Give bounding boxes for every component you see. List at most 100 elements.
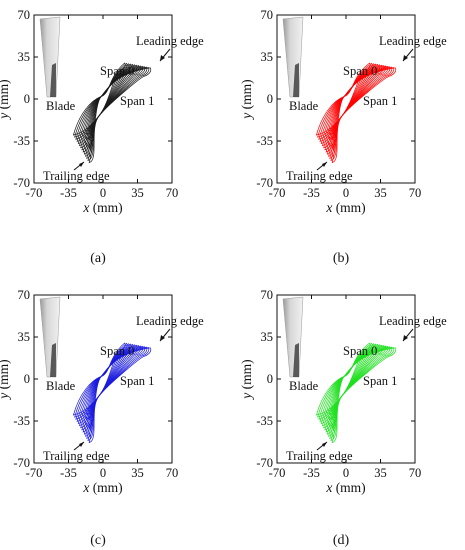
y-tick-label: 0 — [24, 92, 30, 106]
span0-label: Span 0 — [343, 344, 377, 358]
x-tick-label: -70 — [26, 466, 43, 480]
section-profile — [330, 67, 395, 161]
leading-edge-label: Leading edge — [136, 34, 204, 48]
blade-image — [39, 296, 61, 378]
blade-profiles — [72, 62, 152, 164]
blade-label: Blade — [289, 379, 319, 393]
x-tick-label: -70 — [26, 186, 43, 200]
blade-label: Blade — [289, 99, 319, 113]
span0-label: Span 0 — [100, 64, 134, 78]
x-tick-label: -35 — [303, 186, 320, 200]
blade-label: Blade — [46, 379, 76, 393]
leading-edge-arrowhead — [403, 55, 408, 61]
leading-edge-arrowhead — [403, 335, 408, 341]
trailing-edge-label: Trailing edge — [286, 449, 353, 463]
blade-inset — [39, 296, 61, 378]
panel-caption: (b) — [333, 251, 350, 266]
blade-shadow — [50, 63, 56, 97]
panel-d: -70 -35 0 35 70 70 35 0 -35 -70 x (mm) y (mm) Blade L… — [239, 288, 447, 548]
y-tick-label: 0 — [267, 92, 273, 106]
x-tick-label: 0 — [100, 466, 106, 480]
y-tick-label: -70 — [256, 176, 273, 190]
panel-caption: (c) — [90, 533, 106, 548]
x-tick-label: -35 — [60, 186, 77, 200]
blade-inset — [282, 296, 304, 378]
x-axis-label: x (mm) — [325, 480, 365, 495]
blade-label: Blade — [46, 99, 76, 113]
y-tick-label: 35 — [261, 50, 274, 64]
section-profile — [331, 347, 397, 444]
blade-shadow — [293, 63, 299, 97]
x-tick-label: 35 — [374, 466, 387, 480]
x-axis-label: x (mm) — [82, 200, 122, 215]
y-axis-label: y (mm) — [0, 79, 11, 120]
trailing-edge-arrowhead — [322, 442, 327, 447]
blade-inset — [39, 16, 61, 98]
trailing-edge-arrowhead — [79, 442, 84, 447]
leading-edge-arrowhead — [160, 335, 165, 341]
blade-inset — [282, 16, 304, 98]
x-tick-label: -70 — [269, 466, 286, 480]
x-axis-label: x (mm) — [325, 200, 365, 215]
leading-edge-label: Leading edge — [379, 34, 447, 48]
span1-label: Span 1 — [363, 374, 397, 388]
y-tick-label: -35 — [13, 134, 30, 148]
panel-caption: (a) — [90, 251, 106, 266]
y-axis-label: y (mm) — [239, 79, 254, 120]
span1-label: Span 1 — [120, 94, 154, 108]
span1-label: Span 1 — [120, 374, 154, 388]
trailing-edge-label: Trailing edge — [43, 169, 110, 183]
blade-profiles — [315, 342, 397, 444]
y-tick-label: 0 — [267, 372, 273, 386]
span1-label: Span 1 — [363, 94, 397, 108]
x-tick-label: 0 — [343, 186, 349, 200]
x-tick-label: 35 — [374, 186, 387, 200]
section-profile — [88, 67, 152, 164]
section-profile — [331, 67, 397, 164]
y-tick-label: 70 — [18, 288, 31, 302]
x-tick-label: -70 — [269, 186, 286, 200]
x-tick-label: 70 — [409, 186, 422, 200]
x-tick-label: 0 — [100, 186, 106, 200]
section-profile — [88, 347, 152, 444]
blade-profiles — [315, 62, 397, 164]
span0-label: Span 0 — [343, 64, 377, 78]
panel-b: -70 -35 0 35 70 70 35 0 -35 -70 x (mm) y (mm) Blade L… — [239, 8, 447, 266]
y-tick-label: -70 — [13, 176, 30, 190]
y-tick-label: 70 — [18, 8, 31, 22]
leading-edge-label: Leading edge — [379, 314, 447, 328]
blade-shadow — [293, 343, 299, 377]
x-tick-label: 70 — [409, 466, 422, 480]
x-tick-label: 70 — [166, 466, 179, 480]
y-tick-label: 70 — [261, 288, 274, 302]
x-tick-label: -35 — [303, 466, 320, 480]
trailing-edge-arrowhead — [79, 162, 84, 167]
y-tick-label: -70 — [13, 456, 30, 470]
y-tick-label: -70 — [256, 456, 273, 470]
y-tick-label: 35 — [18, 330, 31, 344]
x-tick-label: 35 — [131, 466, 144, 480]
y-tick-label: -35 — [256, 414, 273, 428]
x-tick-label: -35 — [60, 466, 77, 480]
panel-caption: (d) — [333, 533, 350, 548]
y-tick-label: 35 — [18, 50, 31, 64]
y-axis-label: y (mm) — [239, 359, 254, 400]
blade-profiles — [72, 342, 152, 444]
blade-shadow — [50, 343, 56, 377]
panel-a: -70 -35 0 35 70 70 35 0 -35 -70 x (mm) y (mm) Blade L… — [0, 8, 204, 266]
trailing-edge-label: Trailing edge — [43, 449, 110, 463]
y-tick-label: 0 — [24, 372, 30, 386]
trailing-edge-arrowhead — [322, 162, 327, 167]
x-axis-label: x (mm) — [82, 480, 122, 495]
span0-label: Span 0 — [100, 344, 134, 358]
blade-image — [282, 296, 304, 378]
y-tick-label: -35 — [256, 134, 273, 148]
x-tick-label: 0 — [343, 466, 349, 480]
section-profile — [330, 347, 395, 441]
panel-c: -70 -35 0 35 70 70 35 0 -35 -70 x (mm) y (mm) Blade L… — [0, 288, 204, 548]
trailing-edge-label: Trailing edge — [286, 169, 353, 183]
leading-edge-label: Leading edge — [136, 314, 204, 328]
blade-image — [39, 16, 61, 98]
y-tick-label: 35 — [261, 330, 274, 344]
